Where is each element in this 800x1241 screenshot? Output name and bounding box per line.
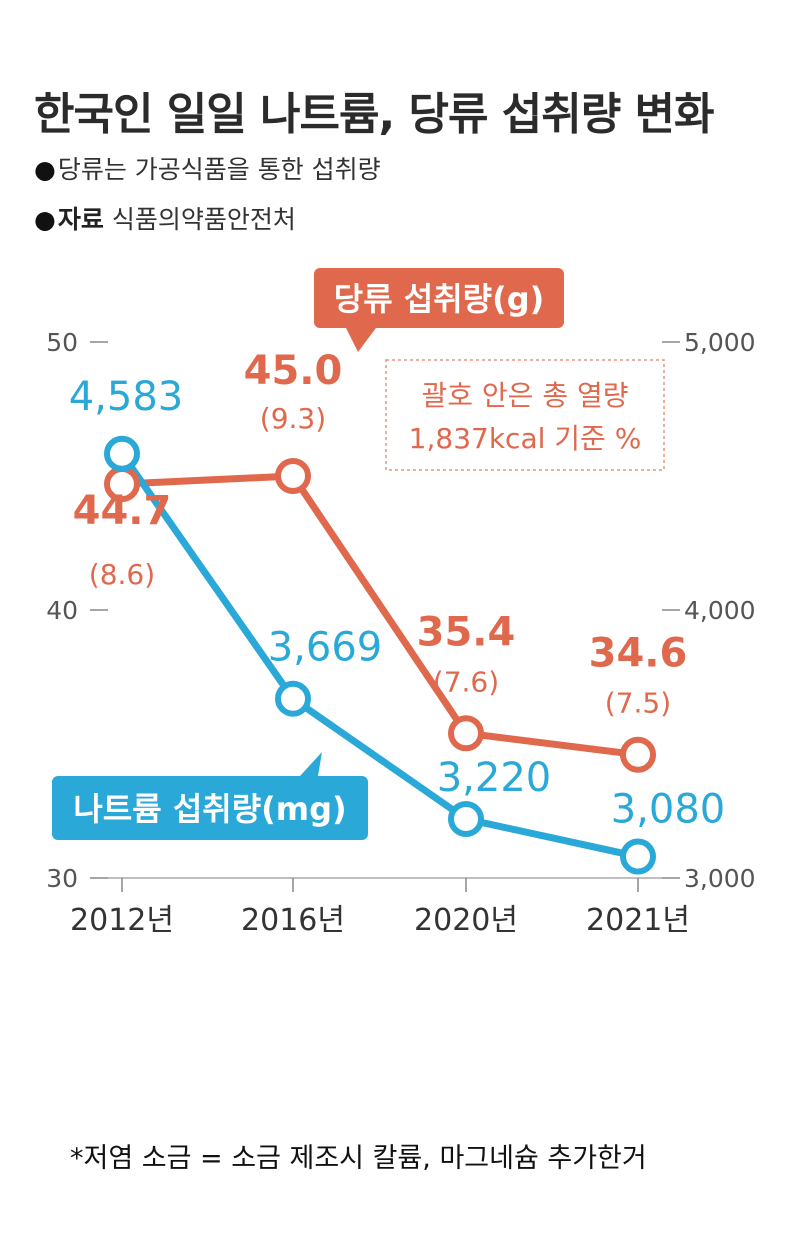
sugar-data-label: 45.0: [244, 348, 343, 394]
chart-title: 한국인 일일 나트륨, 당류 섭취량 변화: [34, 89, 715, 140]
annotation-line-1: 괄호 안은 총 열량: [421, 379, 628, 412]
note-sugar: ●당류는 가공식품을 통한 섭취량: [34, 150, 381, 186]
x-tick-label: 2012년: [70, 903, 174, 938]
sodium-point: [620, 838, 656, 875]
sugar-point: [620, 736, 656, 773]
x-tick-label: 2020년: [414, 903, 518, 938]
y-left-tick-label: 50: [46, 328, 78, 357]
x-tick-label: 2021년: [586, 903, 690, 938]
annotation-box: [385, 359, 665, 471]
source-text: 식품의약품안전처: [111, 205, 296, 234]
footnote: *저염 소금 = 소금 제조시 칼륨, 마그네슘 추가한거: [70, 1143, 647, 1174]
sugar-data-sublabel: (7.5): [605, 687, 671, 720]
sugar-point: [275, 458, 311, 494]
y-left-tick-label: 30: [46, 864, 78, 893]
sodium-point: [275, 680, 311, 717]
y-left-tick-label: 40: [46, 596, 78, 625]
sugar-series-line: [121, 472, 639, 759]
legend-sugar-callout: [314, 268, 564, 352]
bullet-icon: ●: [34, 155, 56, 184]
sugar-data-label: 35.4: [417, 609, 516, 655]
legend-sugar-label: 당류 섭취량(g): [334, 280, 545, 318]
y-right-tick-label: 5,000: [684, 328, 756, 357]
y-right-tick-label: 4,000: [684, 596, 756, 625]
bullet-icon: ●: [34, 205, 56, 234]
sugar-data-sublabel: (9.3): [260, 402, 326, 435]
legend-sodium-label: 나트륨 섭취량(mg): [73, 790, 346, 828]
sugar-data-label: 44.7: [73, 488, 172, 534]
sodium-data-label: 3,220: [437, 755, 552, 801]
sugar-point: [448, 715, 484, 752]
sodium-data-label: 4,583: [69, 374, 184, 420]
sodium-point: [448, 801, 484, 838]
sugar-data-label: 34.6: [589, 631, 688, 677]
x-tick-label: 2016년: [241, 903, 345, 938]
sugar-data-sublabel: (7.6): [433, 665, 499, 698]
sodium-series-line: [119, 451, 639, 860]
sodium-data-label: 3,669: [268, 625, 383, 671]
sodium-point: [104, 435, 140, 472]
annotation-line-2: 1,837kcal 기준 %: [409, 422, 642, 455]
source-label: 자료: [57, 205, 104, 234]
sugar-data-sublabel: (8.6): [89, 558, 155, 591]
sodium-data-label: 3,080: [611, 787, 726, 833]
y-right-tick-label: 3,000: [684, 864, 756, 893]
legend-sodium-callout: [52, 752, 368, 840]
note-sugar-text: 당류는 가공식품을 통한 섭취량: [57, 155, 381, 184]
line-chart: 30 40 50 3,000 4,000 5,000 2012년 2016년 2020년 2021…: [46, 268, 756, 938]
note-source: ●자료 식품의약품안전처: [34, 200, 296, 236]
